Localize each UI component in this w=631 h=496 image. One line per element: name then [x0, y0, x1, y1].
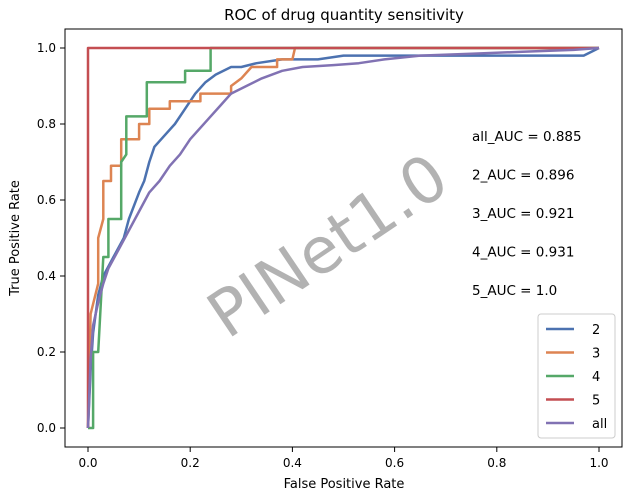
- x-tick-label: 0.0: [78, 456, 97, 470]
- y-tick-label: 0.6: [37, 193, 56, 207]
- auc-annotation: all_AUC = 0.885: [472, 129, 582, 145]
- roc-curve-4: [88, 46, 599, 430]
- auc-annotation: 2_AUC = 0.896: [472, 168, 574, 184]
- y-tick-label: 0.8: [37, 117, 56, 131]
- series-layer: [86, 46, 600, 430]
- roc-curve-5: [86, 46, 599, 428]
- legend-label-5: 5: [592, 394, 600, 409]
- y-tick-label: 0.0: [37, 421, 56, 435]
- plot-frame: [64, 28, 623, 448]
- y-tick-label: 1.0: [37, 41, 56, 55]
- legend: 2 3 4 5 all: [537, 313, 616, 439]
- x-tick-label: 0.6: [385, 456, 404, 470]
- legend-box: [537, 313, 616, 439]
- y-axis-label: True Positive Rate: [8, 180, 23, 297]
- x-tick-label: 0.8: [487, 456, 506, 470]
- x-tick-label: 0.2: [181, 456, 200, 470]
- x-tick-label: 0.4: [283, 456, 302, 470]
- x-tick-label: 1.0: [589, 456, 608, 470]
- auc-annotation: 5_AUC = 1.0: [472, 283, 557, 299]
- roc-curve-3: [86, 46, 599, 429]
- x-axis-ticks: 0.0 0.2 0.4 0.6 0.8 1.0: [78, 447, 609, 470]
- y-axis-ticks: 0.0 0.2 0.4 0.6 0.8 1.0: [37, 41, 65, 435]
- auc-annotation: 4_AUC = 0.931: [472, 245, 574, 261]
- auc-annotations: all_AUC = 0.885 2_AUC = 0.896 3_AUC = 0.92…: [472, 129, 582, 299]
- chart-title: ROC of drug quantity sensitivity: [224, 6, 464, 24]
- auc-annotation: 3_AUC = 0.921: [472, 206, 574, 222]
- y-tick-label: 0.2: [37, 345, 56, 359]
- legend-label-all: all: [592, 417, 607, 432]
- legend-label-2: 2: [592, 323, 600, 338]
- roc-curve-all: [86, 46, 600, 429]
- x-axis-label: False Positive Rate: [284, 477, 405, 492]
- legend-label-3: 3: [592, 347, 600, 362]
- y-tick-label: 0.4: [37, 269, 56, 283]
- legend-label-4: 4: [592, 370, 600, 385]
